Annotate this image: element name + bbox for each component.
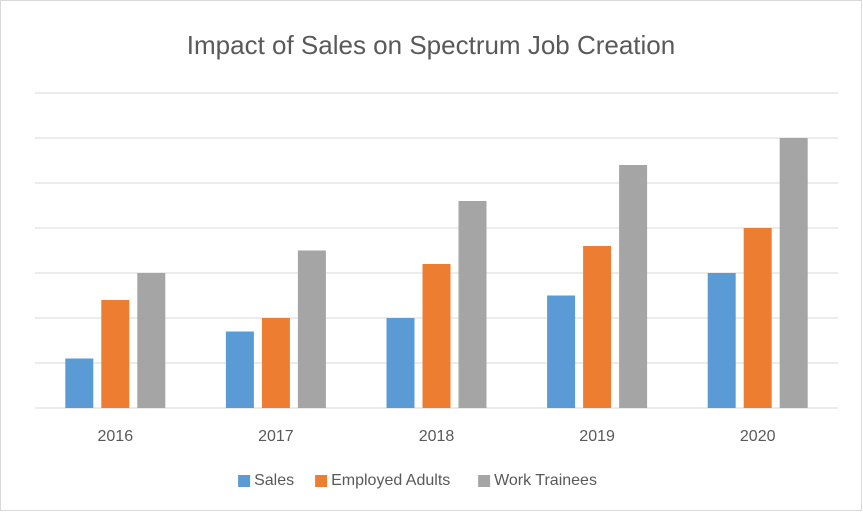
bar xyxy=(261,318,290,408)
x-tick-label: 2019 xyxy=(579,428,615,445)
legend-label: Work Trainees xyxy=(494,472,597,489)
bar xyxy=(225,331,254,408)
bar xyxy=(386,318,415,408)
x-tick-label: 2017 xyxy=(258,428,294,445)
bar xyxy=(65,358,94,408)
bar xyxy=(743,228,772,408)
bar xyxy=(458,201,487,408)
legend-swatch xyxy=(478,475,491,487)
legend-swatch xyxy=(238,475,251,487)
legend-label: Employed Adults xyxy=(331,472,450,489)
bar xyxy=(297,250,326,408)
x-tick-label: 2018 xyxy=(419,428,455,445)
bar xyxy=(422,264,451,408)
bar xyxy=(101,300,130,408)
legend-label: Sales xyxy=(254,472,294,489)
bar xyxy=(583,246,612,408)
x-tick-label: 2020 xyxy=(740,428,776,445)
legend-swatch xyxy=(315,475,328,487)
bar xyxy=(619,165,648,408)
bar xyxy=(137,273,166,408)
bar xyxy=(707,273,736,408)
chart-title: Impact of Sales on Spectrum Job Creation xyxy=(187,30,675,60)
bar xyxy=(779,138,808,408)
bar xyxy=(547,295,576,408)
x-tick-label: 2016 xyxy=(98,428,134,445)
